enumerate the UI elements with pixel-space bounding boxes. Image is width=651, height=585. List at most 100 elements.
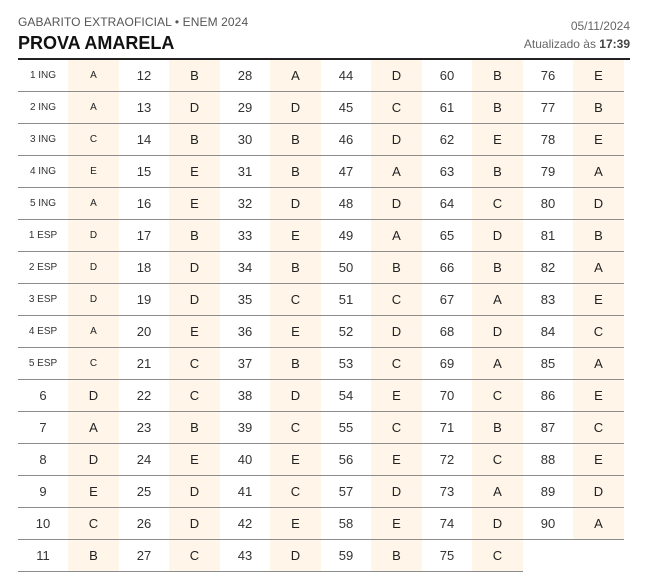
question-number: 38 bbox=[220, 379, 270, 412]
answer-letter: E bbox=[371, 443, 422, 476]
question-number: 34 bbox=[220, 251, 270, 284]
answer-letter: B bbox=[371, 251, 422, 284]
question-number: 80 bbox=[523, 187, 573, 220]
question-number: 66 bbox=[422, 251, 472, 284]
answer-letter: D bbox=[169, 91, 220, 124]
header-divider bbox=[18, 58, 630, 60]
answer-letter: D bbox=[371, 315, 422, 348]
answer-letter: E bbox=[573, 283, 624, 316]
question-number: 20 bbox=[119, 315, 169, 348]
question-number: 28 bbox=[220, 60, 270, 92]
question-number: 67 bbox=[422, 283, 472, 316]
answer-letter: D bbox=[270, 379, 321, 412]
question-number: 18 bbox=[119, 251, 169, 284]
question-number: 35 bbox=[220, 283, 270, 316]
question-number: 45 bbox=[321, 91, 371, 124]
question-number: 81 bbox=[523, 219, 573, 252]
question-number: 10 bbox=[18, 507, 68, 540]
table-row: 11 B 27 C 43 D 59 B 75 C bbox=[18, 539, 624, 572]
answer-letter: C bbox=[472, 379, 523, 412]
question-number: 47 bbox=[321, 155, 371, 188]
answer-letter: D bbox=[169, 283, 220, 316]
question-number: 27 bbox=[119, 539, 169, 572]
answer-letter: E bbox=[68, 155, 119, 188]
answer-letter: E bbox=[573, 443, 624, 476]
updated-prefix: Atualizado às bbox=[523, 37, 596, 51]
answer-letter: A bbox=[472, 283, 523, 316]
answer-letter: A bbox=[68, 187, 119, 220]
question-number: 1 ING bbox=[18, 60, 68, 92]
answer-letter: C bbox=[472, 539, 523, 572]
question-number: 41 bbox=[220, 475, 270, 508]
answer-letter: C bbox=[371, 283, 422, 316]
question-number: 46 bbox=[321, 123, 371, 156]
answer-letter: E bbox=[169, 155, 220, 188]
header-date: 05/11/2024 bbox=[570, 19, 630, 33]
question-number: 7 bbox=[18, 411, 68, 444]
answer-letter: D bbox=[573, 187, 624, 220]
answer-letter: E bbox=[270, 219, 321, 252]
question-number: 23 bbox=[119, 411, 169, 444]
answer-letter: B bbox=[472, 155, 523, 188]
question-number: 62 bbox=[422, 123, 472, 156]
question-number: 37 bbox=[220, 347, 270, 380]
answer-letter: B bbox=[270, 155, 321, 188]
table-row: 9 E 25 D 41 C 57 D 73 A 89 D bbox=[18, 475, 624, 508]
answer-letter: E bbox=[169, 315, 220, 348]
question-number: 55 bbox=[321, 411, 371, 444]
updated-time: 17:39 bbox=[599, 37, 630, 51]
question-number: 51 bbox=[321, 283, 371, 316]
question-number: 79 bbox=[523, 155, 573, 188]
question-number: 42 bbox=[220, 507, 270, 540]
answer-letter: A bbox=[371, 219, 422, 252]
answer-letter: D bbox=[270, 91, 321, 124]
table-row: 1 ESP D 17 B 33 E 49 A 65 D 81 B bbox=[18, 219, 624, 252]
answer-letter: E bbox=[472, 123, 523, 156]
question-number: 29 bbox=[220, 91, 270, 124]
table-row: 10 C 26 D 42 E 58 E 74 D 90 A bbox=[18, 507, 624, 540]
question-number: 30 bbox=[220, 123, 270, 156]
question-number: 3 ESP bbox=[18, 283, 68, 316]
question-number: 70 bbox=[422, 379, 472, 412]
answer-letter: C bbox=[169, 379, 220, 412]
answer-letter: A bbox=[573, 155, 624, 188]
question-number: 44 bbox=[321, 60, 371, 92]
question-number: 57 bbox=[321, 475, 371, 508]
answer-letter: B bbox=[371, 539, 422, 572]
question-number: 60 bbox=[422, 60, 472, 92]
question-number: 87 bbox=[523, 411, 573, 444]
question-number: 76 bbox=[523, 60, 573, 92]
question-number: 65 bbox=[422, 219, 472, 252]
answer-letter: C bbox=[169, 347, 220, 380]
question-number: 64 bbox=[422, 187, 472, 220]
question-number: 26 bbox=[119, 507, 169, 540]
answer-letter: C bbox=[169, 539, 220, 572]
answer-letter: D bbox=[169, 251, 220, 284]
answer-letter: A bbox=[371, 155, 422, 188]
answer-letter: D bbox=[573, 475, 624, 508]
question-number: 82 bbox=[523, 251, 573, 284]
answer-letter: A bbox=[573, 507, 624, 540]
answer-key-body: 1 ING A 12 B 28 A 44 D 60 B 76 E 2 ING A 13 D 29 D 45 C 61 B 7… bbox=[18, 60, 624, 572]
table-row: 7 A 23 B 39 C 55 C 71 B 87 C bbox=[18, 411, 624, 444]
question-number: 43 bbox=[220, 539, 270, 572]
question-number: 13 bbox=[119, 91, 169, 124]
question-number: 36 bbox=[220, 315, 270, 348]
answer-letter: B bbox=[169, 60, 220, 92]
question-number: 12 bbox=[119, 60, 169, 92]
header-updated: Atualizado às 17:39 bbox=[524, 37, 630, 51]
answer-letter: C bbox=[68, 347, 119, 380]
question-number: 3 ING bbox=[18, 123, 68, 156]
question-number: 61 bbox=[422, 91, 472, 124]
question-number: 9 bbox=[18, 475, 68, 508]
answer-letter: B bbox=[472, 411, 523, 444]
answer-letter: D bbox=[270, 187, 321, 220]
answer-letter: B bbox=[169, 123, 220, 156]
answer-letter: C bbox=[573, 315, 624, 348]
answer-letter: A bbox=[270, 60, 321, 92]
question-number: 19 bbox=[119, 283, 169, 316]
question-number: 4 ING bbox=[18, 155, 68, 188]
answer-letter: E bbox=[68, 475, 119, 508]
answer-letter: B bbox=[472, 251, 523, 284]
question-number: 69 bbox=[422, 347, 472, 380]
